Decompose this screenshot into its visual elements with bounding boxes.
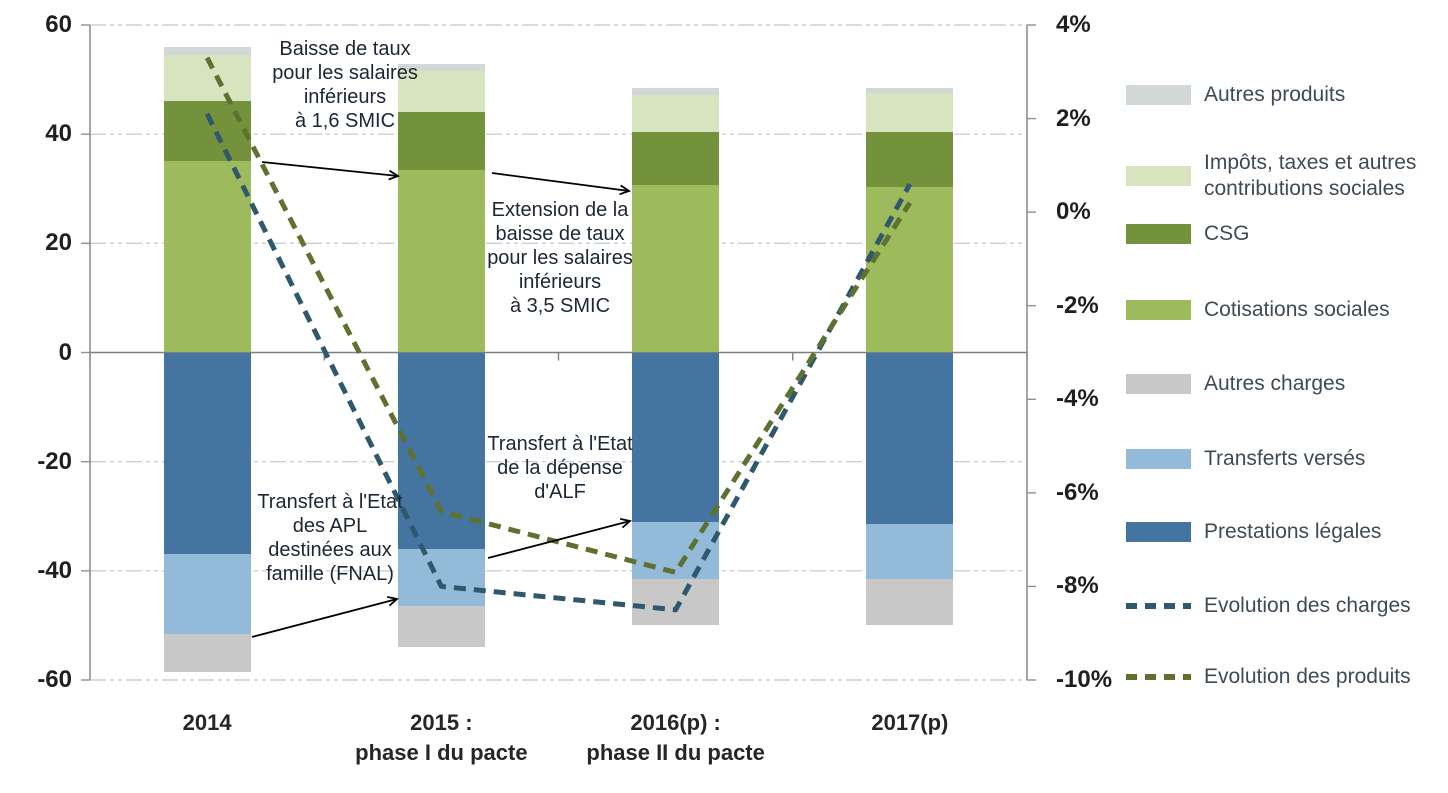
evolution-des-produits-line xyxy=(204,56,912,575)
bar-segment xyxy=(397,169,485,353)
bar-segment xyxy=(632,184,720,353)
right-axis-tick-label: -4% xyxy=(1056,385,1099,413)
category-label: 2015 : phase I du pacte xyxy=(355,710,528,765)
right-axis-tick-label: 4% xyxy=(1056,11,1091,38)
bar-segment xyxy=(397,606,485,648)
bar-segment xyxy=(866,87,954,93)
legend-label: CSG xyxy=(1204,222,1250,245)
bar-segment xyxy=(397,112,485,170)
annotation-transfert-apl-fnal: Transfert à l'Etat des APL destinées aux… xyxy=(257,491,403,585)
right-axis-tick-label: -8% xyxy=(1056,572,1099,600)
legend-label: Transferts versés xyxy=(1204,447,1366,470)
annotation-extension-baisse-de-taux: Extension de la baisse de taux pour les … xyxy=(487,199,633,317)
left-axis-tick-label: -40 xyxy=(37,556,72,584)
legend: Autres produits Impôts, taxes et autres c… xyxy=(1126,0,1446,793)
category-label: 2014 xyxy=(182,710,232,735)
legend-item: CSG xyxy=(1126,221,1448,247)
arrow-baisse-de-taux xyxy=(261,161,401,181)
bar-segment xyxy=(866,352,954,525)
legend-swatch xyxy=(1126,374,1191,394)
bar-segment xyxy=(866,524,954,580)
legend-label: Autres produits xyxy=(1204,83,1346,106)
left-axis-tick-label: 60 xyxy=(45,11,72,38)
right-axis-tick-label: -2% xyxy=(1056,291,1099,319)
bar-segment xyxy=(866,186,954,353)
legend-swatch xyxy=(1126,166,1191,186)
bar-segment xyxy=(632,352,720,522)
legend-item: Impôts, taxes et autres contributions so… xyxy=(1126,150,1448,202)
legend-item: Cotisations sociales xyxy=(1126,297,1448,323)
annotation-baisse-de-taux: Baisse de taux pour les salaires inférie… xyxy=(272,38,418,132)
legend-swatch xyxy=(1126,224,1191,244)
bar-segment xyxy=(397,71,485,113)
bar-segment xyxy=(866,92,954,132)
legend-label: Prestations légales xyxy=(1204,520,1382,543)
legend-label: Impôts, taxes et autres contributions so… xyxy=(1204,151,1417,200)
arrow-transfert-alf xyxy=(487,518,632,559)
legend-dash-swatch xyxy=(1126,674,1191,680)
category-label: 2017(p) xyxy=(871,710,949,735)
bar-segment xyxy=(866,579,954,626)
bar-segment xyxy=(632,87,720,95)
legend-item: Prestations légales xyxy=(1126,519,1448,545)
legend-dash-swatch xyxy=(1126,603,1191,609)
bar-segment xyxy=(632,94,720,132)
legend-swatch xyxy=(1126,85,1191,105)
right-axis-tick-label: 0% xyxy=(1056,198,1091,226)
legend-swatch xyxy=(1126,300,1191,320)
bar-segment xyxy=(397,64,485,72)
bar-segment xyxy=(163,633,251,672)
right-axis-tick-label: -6% xyxy=(1056,478,1099,506)
arrow-extension-baisse xyxy=(491,172,631,196)
bar-segment xyxy=(397,549,485,607)
evolution-des-charges-line xyxy=(204,112,913,613)
bar-segment xyxy=(163,46,251,56)
legend-item: Autres charges xyxy=(1126,371,1448,397)
legend-swatch xyxy=(1126,522,1191,542)
right-axis-tick-label: -10% xyxy=(1056,666,1113,693)
legend-item: Evolution des produits xyxy=(1126,664,1448,690)
bar-segment xyxy=(866,131,954,187)
legend-label: Cotisations sociales xyxy=(1204,298,1390,321)
legend-swatch xyxy=(1126,449,1191,469)
left-axis-tick-label: 20 xyxy=(45,229,72,257)
bar-segment xyxy=(163,161,251,353)
legend-item: Transferts versés xyxy=(1126,446,1448,472)
bar-segment xyxy=(632,131,720,185)
legend-label: Evolution des charges xyxy=(1204,594,1411,617)
arrow-transfert-apl xyxy=(251,596,399,638)
left-axis-tick-label: -20 xyxy=(37,447,72,475)
right-axis-tick-label: 2% xyxy=(1056,104,1091,132)
bar-segment xyxy=(163,352,251,555)
bar-segment xyxy=(163,554,251,634)
left-axis-tick-label: 0 xyxy=(58,338,72,366)
annotation-transfert-alf: Transfert à l'Etat de la dépense d'ALF xyxy=(487,433,633,503)
legend-label: Autres charges xyxy=(1204,372,1346,395)
legend-item: Evolution des charges xyxy=(1126,593,1448,619)
category-label: 2016(p) : phase II du pacte xyxy=(586,710,765,765)
legend-label: Evolution des produits xyxy=(1204,665,1411,688)
legend-item: Autres produits xyxy=(1126,82,1448,108)
left-axis-tick-label: 40 xyxy=(45,120,72,148)
left-axis-tick-label: -60 xyxy=(37,666,72,693)
bar-segment xyxy=(632,579,720,626)
